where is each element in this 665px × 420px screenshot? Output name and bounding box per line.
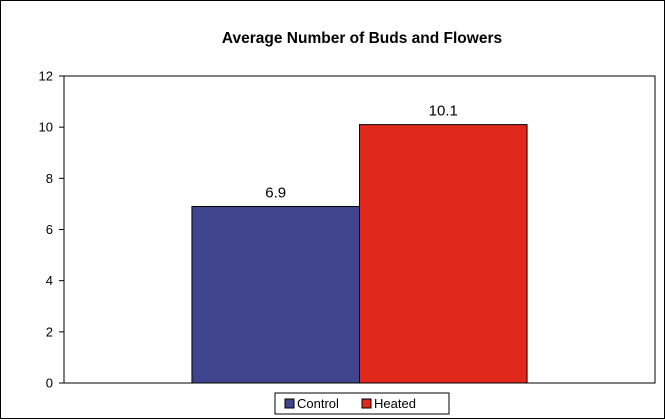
legend: Control Heated — [274, 392, 450, 415]
y-tick-label: 8 — [46, 171, 53, 186]
bars — [191, 124, 528, 384]
legend-swatch-heated — [361, 398, 372, 409]
y-tick-label: 12 — [39, 69, 53, 84]
y-axis: 0 2 4 6 8 10 12 — [39, 69, 64, 391]
bar-heated — [359, 124, 528, 384]
y-tick-label: 4 — [46, 273, 53, 288]
legend-label-control: Control — [297, 396, 339, 411]
y-tick-label: 10 — [39, 120, 53, 135]
legend-swatch-control — [284, 398, 295, 409]
bar-control — [191, 205, 360, 384]
y-tick-label: 6 — [46, 222, 53, 237]
y-tick-label: 0 — [46, 376, 53, 391]
data-label-control: 6.9 — [265, 184, 286, 201]
chart-title: Average Number of Buds and Flowers — [222, 30, 502, 47]
data-label-heated: 10.1 — [429, 103, 458, 120]
legend-label-heated: Heated — [374, 396, 416, 411]
data-labels: 6.9 10.1 — [265, 103, 458, 202]
y-tick-label: 2 — [46, 324, 53, 339]
